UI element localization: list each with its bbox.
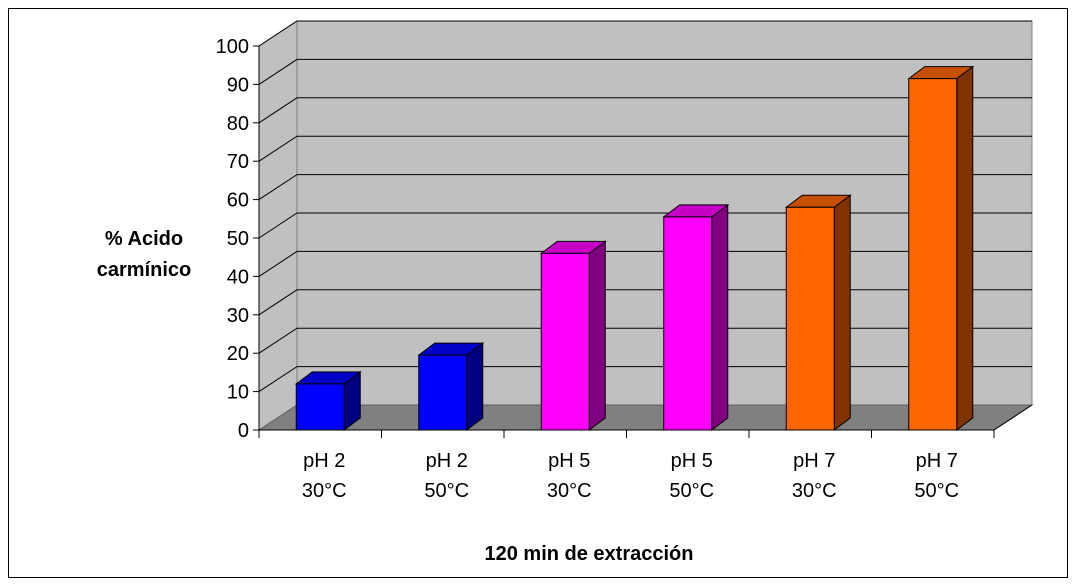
y-tick-label: 50 [227,228,249,250]
y-tick-label: 60 [227,190,249,212]
x-tick-label: pH 5 [671,450,713,472]
y-axis-label-line-1: % Acido [104,228,184,250]
bar [907,65,975,431]
bar [417,342,485,431]
y-tick-label: 0 [238,420,249,442]
y-tick-label: 100 [216,36,249,58]
bar-front [295,383,345,431]
y-tick-label: 20 [227,343,249,365]
y-tick-label: 30 [227,305,249,327]
y-axis-label-line-2: carmínico [96,259,192,281]
bar [662,203,730,431]
x-tick-label: 50°C [424,480,469,502]
bar-front [418,354,468,431]
x-tick-label: 50°C [914,480,959,502]
y-tick-label: 80 [227,113,249,135]
bar-side [466,342,484,431]
y-tick-label: 90 [227,74,249,96]
bar-front [785,206,835,431]
y-tick-label: 10 [227,382,249,404]
chart-plot: 0 10 20 30 40 50 60 70 80 90 100 pH 2 30°C pH 2 50°C pH… [216,20,1034,502]
bar-front [908,78,958,431]
bar [539,240,607,431]
y-tick-label: 70 [227,151,249,173]
bar-side [956,65,974,431]
gridline [258,20,1032,47]
gridline [258,97,1032,124]
x-tick-label: pH 7 [793,450,835,472]
gridline [258,174,1032,201]
bar-side [833,194,851,431]
bar-side [711,203,729,431]
x-tick-label: pH 7 [916,450,958,472]
gridline [258,135,1032,162]
x-tick-label: pH 5 [548,450,590,472]
bar [784,194,852,431]
x-tick-label: 30°C [547,480,592,502]
x-tick-label: 50°C [669,480,714,502]
chart-frame: 0 10 20 30 40 50 60 70 80 90 100 pH 2 30°C pH 2 50°C pH… [8,8,1068,578]
bar-front [663,216,713,431]
x-tick-label: 30°C [302,480,347,502]
x-axis-label: 120 min de extracción [484,543,694,565]
y-axis-label: % Acido carmínico [69,224,219,286]
bar-side [588,240,606,431]
bar [294,370,362,431]
x-tick-label: 30°C [792,480,837,502]
bar-front [540,252,590,431]
floor-edge-line [993,404,1033,431]
x-tick-label: pH 2 [303,450,345,472]
x-tick-label: pH 2 [426,450,468,472]
y-tick-label: 40 [227,266,249,288]
gridline [258,58,1032,85]
